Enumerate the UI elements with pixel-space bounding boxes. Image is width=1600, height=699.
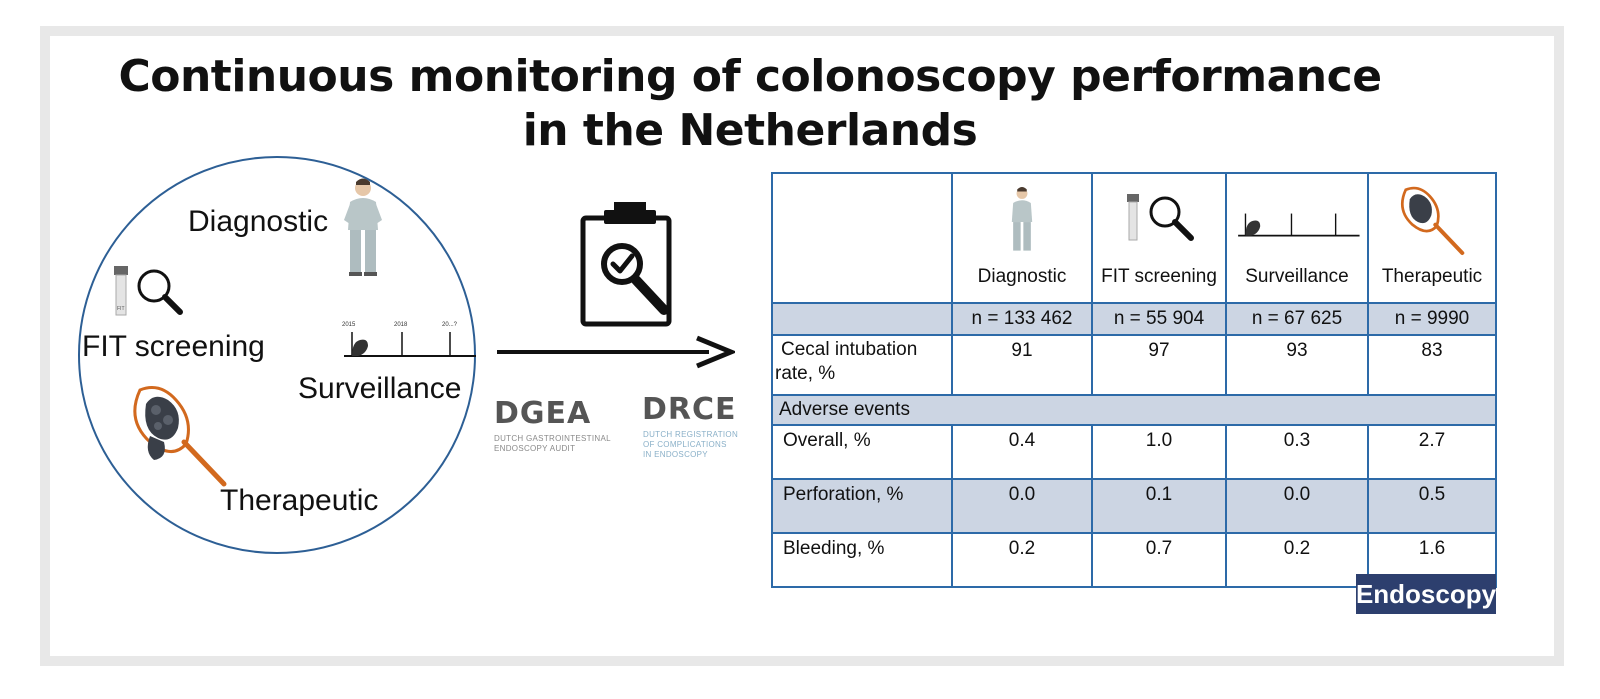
circle-label-surveillance: Surveillance <box>298 372 462 405</box>
timeline-tick-future: 20...? <box>442 322 458 328</box>
circle-label-diagnostic: Diagnostic <box>188 205 329 238</box>
column-header-diagnostic: Diagnostic <box>951 172 1093 304</box>
cecal-intubation-row: Cecal intubation rate, % 91 97 93 83 <box>771 334 1497 396</box>
n-value: n = 67 625 <box>1225 302 1369 336</box>
dgea-subtitle-line: ENDOSCOPY AUDIT <box>494 444 576 453</box>
bleeding-value: 0.2 <box>951 532 1093 588</box>
circle-label-fit-screening: FIT screening <box>82 330 265 363</box>
n-value: n = 133 462 <box>951 302 1093 336</box>
perforation-value: 0.5 <box>1367 478 1497 534</box>
sample-size-label-cell <box>771 302 953 336</box>
cecal-intubation-label: Cecal intubation rate, % <box>771 334 953 396</box>
drce-subtitle: DUTCH REGISTRATION OF COMPLICATIONS IN E… <box>643 430 738 460</box>
journal-brand-badge: Endoscopy <box>1356 574 1496 614</box>
perforation-label: Perforation, % <box>771 478 953 534</box>
bleeding-value: 0.2 <box>1225 532 1369 588</box>
column-label: FIT screening <box>1101 266 1217 287</box>
cecal-value: 93 <box>1225 334 1369 396</box>
bleeding-row: Bleeding, % 0.2 0.7 0.2 1.6 <box>771 532 1497 588</box>
timeline-tick-2018: 2018 <box>394 322 408 328</box>
timeline-icon <box>1238 213 1360 237</box>
column-header-fit-screening: FIT screening <box>1091 172 1227 304</box>
drce-subtitle-line: DUTCH REGISTRATION <box>643 430 739 439</box>
fit-tube-icon: FIT <box>114 266 128 316</box>
drce-subtitle-line: OF COMPLICATIONS <box>643 440 727 449</box>
adverse-events-section-label: Adverse events <box>771 394 1497 426</box>
overall-label: Overall, % <box>771 424 953 480</box>
drce-subtitle-line: IN ENDOSCOPY <box>643 450 708 459</box>
magnifier-icon <box>137 269 183 315</box>
drce-logo: DRCE <box>642 392 737 427</box>
cecal-value: 83 <box>1367 334 1497 396</box>
n-value: n = 55 904 <box>1091 302 1227 336</box>
dgea-subtitle-line: DUTCH GASTROINTESTINAL <box>494 434 611 443</box>
column-label: Surveillance <box>1245 266 1349 287</box>
overall-value: 1.0 <box>1091 424 1227 480</box>
table-header-row: Diagnostic FIT screening <box>771 172 1497 304</box>
polyp-snare-icon <box>1400 186 1465 255</box>
perforation-value: 0.0 <box>951 478 1093 534</box>
perforation-value: 0.0 <box>1225 478 1369 534</box>
timeline-tick-2015: 2015 <box>342 322 356 328</box>
overall-row: Overall, % 0.4 1.0 0.3 2.7 <box>771 424 1497 480</box>
circle-label-therapeutic: Therapeutic <box>220 484 379 517</box>
column-label: Therapeutic <box>1381 266 1483 287</box>
clipboard-check-icon <box>580 202 672 327</box>
cecal-value: 91 <box>951 334 1093 396</box>
polyp-snare-icon <box>133 386 227 487</box>
adverse-events-section-row: Adverse events <box>771 394 1497 426</box>
bleeding-value: 0.7 <box>1091 532 1227 588</box>
bleeding-label: Bleeding, % <box>771 532 953 588</box>
header-empty-cell <box>771 172 953 304</box>
overall-value: 0.4 <box>951 424 1093 480</box>
cecal-value: 97 <box>1091 334 1227 396</box>
cecal-label-line2: rate, % <box>775 363 836 384</box>
dgea-logo: DGEA <box>494 396 592 431</box>
perforation-row: Perforation, % 0.0 0.1 0.0 0.5 <box>771 478 1497 534</box>
timeline-icon: 2015 2018 20...? <box>342 322 476 357</box>
dgea-subtitle: DUTCH GASTROINTESTINAL ENDOSCOPY AUDIT <box>494 434 611 454</box>
patient-icon <box>1011 187 1033 251</box>
cecal-label-line1: Cecal intubation <box>781 339 918 360</box>
overall-value: 0.3 <box>1225 424 1369 480</box>
overall-value: 2.7 <box>1367 424 1497 480</box>
perforation-value: 0.1 <box>1091 478 1227 534</box>
n-value: n = 9990 <box>1367 302 1497 336</box>
arrow-right-icon <box>497 335 735 369</box>
patient-icon <box>344 178 382 276</box>
column-header-therapeutic: Therapeutic <box>1367 172 1497 304</box>
results-table: Diagnostic FIT screening <box>771 172 1497 588</box>
fit-magnifier-icon <box>1127 194 1194 241</box>
page-title: Continuous monitoring of colonoscopy per… <box>118 51 1382 156</box>
sample-size-row: n = 133 462 n = 55 904 n = 67 625 n = 99… <box>771 302 1497 336</box>
fit-tube-label: FIT <box>117 306 125 312</box>
column-label: Diagnostic <box>977 266 1067 287</box>
column-header-surveillance: Surveillance <box>1225 172 1369 304</box>
